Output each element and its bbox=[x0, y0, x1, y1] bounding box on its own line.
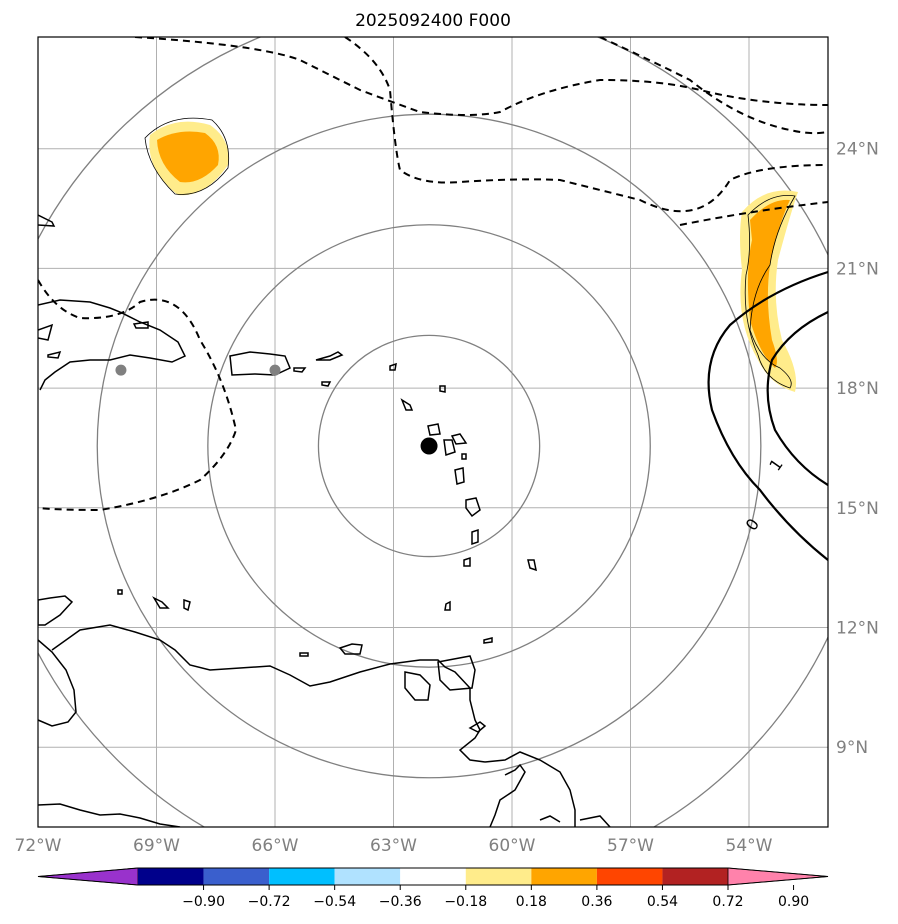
colorbar-segment-0 bbox=[138, 868, 204, 885]
figure-title: 2025092400 F000 bbox=[355, 11, 511, 31]
hispaniola-coast bbox=[38, 299, 187, 391]
colorbar: −0.90 −0.72 −0.54 −0.36 −0.18 0.18 0.36 0.54 0.7… bbox=[37, 867, 829, 910]
colorbar-segment-8 bbox=[662, 868, 728, 885]
colorbar-tick-label-9: 0.90 bbox=[778, 894, 809, 910]
lat-label-5: 9°N bbox=[836, 738, 868, 758]
dashed-contours bbox=[38, 37, 828, 512]
shaded-field-east bbox=[740, 190, 798, 392]
colorbar-outline bbox=[37, 867, 829, 886]
lat-label-1: 21°N bbox=[836, 259, 879, 279]
gray-marker-1 bbox=[269, 364, 281, 376]
lon-label-6: 54°W bbox=[726, 836, 773, 856]
lon-label-1: 69°W bbox=[133, 836, 180, 856]
island-coast bbox=[38, 323, 54, 341]
range-ring-2 bbox=[96, 113, 762, 779]
colorbar-tick-label-3: −0.36 bbox=[379, 894, 422, 910]
colorbar-tick-label-0: −0.90 bbox=[182, 894, 225, 910]
gray-marker-0 bbox=[115, 364, 127, 376]
lat-label-4: 12°N bbox=[836, 619, 879, 639]
colorbar-segment-5 bbox=[465, 868, 532, 885]
venezuela-coast bbox=[51, 624, 486, 763]
bahamas-coast bbox=[38, 214, 56, 227]
lon-label-4: 60°W bbox=[489, 836, 536, 856]
colorbar-segment-6 bbox=[531, 868, 597, 885]
lat-label-0: 24°N bbox=[836, 140, 879, 160]
guyana-coast bbox=[484, 751, 576, 827]
gridlines bbox=[38, 37, 828, 827]
colorbar-extend-high bbox=[727, 867, 829, 886]
colorbar-tick-label-7: 0.54 bbox=[647, 894, 678, 910]
lon-label-2: 66°W bbox=[252, 836, 299, 856]
lat-label-3: 15°N bbox=[836, 499, 879, 519]
lon-label-3: 63°W bbox=[370, 836, 417, 856]
lon-label-5: 57°W bbox=[607, 836, 654, 856]
lat-label-2: 18°N bbox=[836, 379, 879, 399]
range-rings bbox=[38, 37, 828, 827]
colorbar-tick-label-6: 0.36 bbox=[581, 894, 612, 910]
colorbar-tick-label-8: 0.72 bbox=[712, 894, 743, 910]
colorbar-extend-low bbox=[37, 867, 139, 886]
colorbar-tick-label-1: −0.72 bbox=[248, 894, 291, 910]
venezuela-coast-west bbox=[38, 639, 77, 727]
solid-contours bbox=[707, 270, 828, 561]
colombia-coast-north bbox=[38, 595, 74, 626]
latitude-labels: 24°N 21°N 18°N 15°N 12°N 9°N bbox=[836, 140, 879, 758]
range-ring-1 bbox=[207, 224, 651, 668]
range-ring-0 bbox=[317, 334, 541, 558]
colorbar-tick-label-4: −0.18 bbox=[444, 894, 487, 910]
markers bbox=[115, 364, 438, 455]
center-marker bbox=[420, 437, 438, 455]
river-coast bbox=[489, 763, 526, 827]
coastlines bbox=[38, 214, 611, 827]
colorbar-tick-label-5: 0.18 bbox=[516, 894, 547, 910]
colorbar-segment-2 bbox=[269, 868, 335, 885]
colorbar-segment-7 bbox=[596, 868, 663, 885]
shaded-field-north-west bbox=[144, 117, 230, 196]
colorbar-segment-4 bbox=[400, 868, 466, 885]
colorbar-tick-label-2: −0.54 bbox=[313, 894, 356, 910]
map-frame bbox=[37, 36, 829, 828]
trinidad-coast bbox=[437, 655, 476, 691]
colorbar-segment-1 bbox=[203, 868, 270, 885]
colorbar-segment-3 bbox=[334, 868, 401, 885]
longitude-labels: 72°W 69°W 66°W 63°W 60°W 57°W 54°W bbox=[15, 836, 773, 856]
puerto-rico-coast bbox=[229, 351, 291, 376]
lon-label-0: 72°W bbox=[15, 836, 62, 856]
